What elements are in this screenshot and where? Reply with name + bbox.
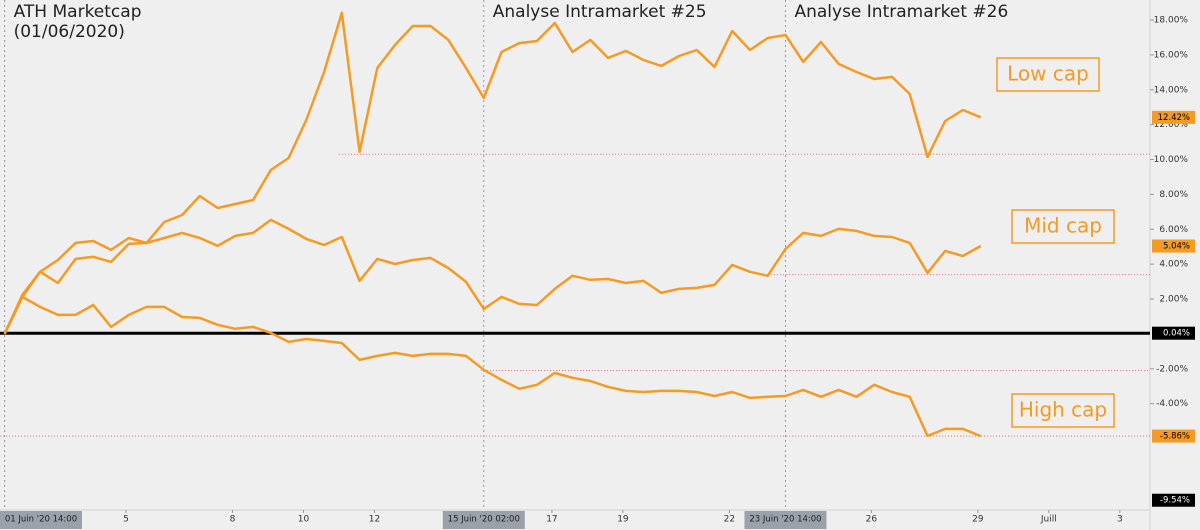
x-tick-label: 22	[724, 515, 735, 525]
event-date-box	[744, 511, 827, 529]
y-tick-label: 12.00%	[1154, 120, 1189, 130]
price-label-box	[1152, 110, 1195, 124]
y-tick-label: 2.00%	[1159, 295, 1188, 305]
price-label: 5.04%	[1163, 242, 1190, 252]
y-tick-label: 14.00%	[1154, 85, 1189, 95]
legend-label: Mid cap	[1024, 214, 1102, 238]
y-tick-label: 18.00%	[1154, 16, 1189, 26]
event-annotation: Analyse Intramarket #26	[794, 2, 1008, 22]
series-line	[3, 218, 982, 335]
x-tick-label: Juill	[1040, 515, 1057, 525]
event-annotation: (01/06/2020)	[14, 22, 125, 42]
y-tick-label: -4.00%	[1156, 399, 1188, 409]
y-tick-label: 4.00%	[1159, 260, 1188, 270]
price-label: -5.86%	[1160, 432, 1190, 442]
legend-label: High cap	[1019, 398, 1107, 422]
y-tick-label: 10.00%	[1154, 155, 1189, 165]
price-label: 0.04%	[1163, 329, 1190, 339]
legend-box	[996, 57, 1100, 92]
price-label-box	[1152, 429, 1195, 443]
x-tick-label: 29	[972, 515, 984, 525]
event-date-box	[442, 511, 525, 529]
series-line	[3, 295, 982, 438]
y-tick-label: -2.00%	[1156, 364, 1188, 374]
x-tick-label: 19	[617, 515, 629, 525]
x-tick-label: 10	[298, 515, 310, 525]
price-label: -9.54%	[1160, 496, 1190, 506]
y-tick-label: 16.00%	[1154, 50, 1189, 60]
x-tick-label: 8	[230, 515, 236, 525]
price-label-box	[1152, 493, 1195, 507]
price-label: 12.42%	[1158, 113, 1190, 123]
legend-box	[1011, 393, 1115, 428]
y-tick-label: 6.00%	[1159, 225, 1188, 235]
x-tick-label: 17	[546, 515, 557, 525]
legend-label: Low cap	[1007, 62, 1089, 86]
event-date-box	[0, 511, 82, 529]
x-tick-label: 5	[123, 515, 129, 525]
x-tick-label: 3	[1117, 515, 1123, 525]
x-tick-label: 26	[866, 515, 878, 525]
event-annotation: ATH Marketcap	[14, 2, 142, 22]
price-label-box	[1152, 326, 1195, 340]
event-date-label: 23 Juin '20 14:00	[749, 515, 821, 525]
event-annotation: Analyse Intramarket #25	[493, 2, 707, 22]
series-line	[3, 11, 982, 335]
legend-box	[1011, 209, 1115, 244]
x-tick-label: 12	[369, 515, 380, 525]
event-date-label: 15 Juin '20 02:00	[448, 515, 520, 525]
y-tick-label: 8.00%	[1159, 190, 1188, 200]
event-date-label: 01 Juin '20 14:00	[5, 515, 77, 525]
price-label-box	[1152, 239, 1195, 253]
